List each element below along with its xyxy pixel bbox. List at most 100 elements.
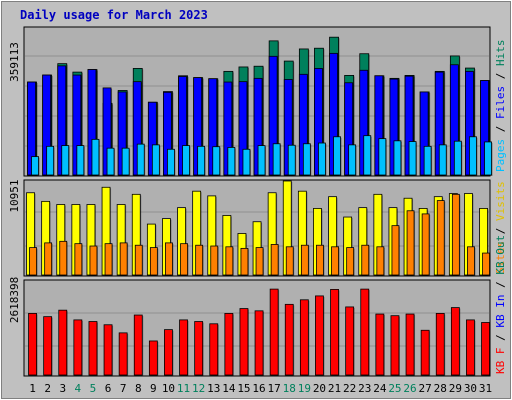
- x-tick-label-day-14: 14: [222, 382, 236, 395]
- bar-sites-day-14: [225, 246, 234, 276]
- x-tick-label-day-25: 25: [388, 382, 401, 395]
- bar-pages-day-15: [242, 148, 251, 176]
- bar-sites-day-30: [467, 246, 475, 276]
- bar-pages-day-24: [378, 138, 387, 176]
- x-tick-label-day-4: 4: [75, 382, 82, 395]
- bar-pages-day-27: [423, 145, 432, 176]
- x-tick-label-day-18: 18: [283, 382, 296, 395]
- bar-sites-day-8: [134, 244, 143, 276]
- bar-sites-day-2: [44, 242, 53, 276]
- legend-pages: Pages: [494, 139, 507, 172]
- bar-sites-day-25: [391, 225, 400, 276]
- bar-kbf-day-7: [118, 332, 128, 376]
- bar-pages-day-3: [61, 145, 70, 176]
- bar-pages-day-11: [182, 145, 190, 176]
- bar-kbf-day-5: [88, 321, 98, 376]
- bar-kbf-day-26: [405, 313, 415, 376]
- bar-pages-day-4: [76, 145, 85, 176]
- bar-kbf-day-31: [481, 322, 490, 376]
- bar-pages-day-26: [408, 141, 417, 176]
- bar-pages-day-17: [272, 143, 281, 176]
- legend-kbout: KB Out: [494, 235, 507, 275]
- bar-sites-day-12: [195, 244, 204, 276]
- bar-kbf-day-8: [133, 314, 143, 376]
- bar-sites-day-19: [300, 244, 309, 276]
- x-tick-label-day-31: 31: [479, 382, 492, 395]
- bar-sites-day-22: [346, 247, 355, 276]
- bar-sites-day-29: [451, 193, 460, 276]
- x-tick-label-day-3: 3: [59, 382, 66, 395]
- bar-pages-day-9: [151, 144, 160, 176]
- panel-kbytes-legend: KB F / KB In / KB Out: [494, 235, 507, 374]
- bar-pages-day-31: [484, 141, 492, 176]
- bar-sites-day-4: [74, 243, 83, 276]
- panel-kbytes-ytick: 2618398: [8, 277, 21, 323]
- bar-kbf-day-29: [450, 307, 460, 376]
- legend-sep-2: /: [494, 66, 507, 86]
- legend-files: Files: [494, 86, 507, 119]
- legend-kbin: KB In: [494, 295, 507, 328]
- bar-kbf-day-21: [330, 289, 339, 376]
- legend-kbf: KB F: [494, 348, 507, 375]
- bar-pages-day-7: [121, 147, 130, 176]
- bar-pages-day-14: [227, 147, 236, 176]
- x-tick-label-day-27: 27: [419, 382, 432, 395]
- bar-kbf-day-28: [435, 313, 445, 376]
- bar-pages-day-30: [469, 136, 477, 176]
- bar-sites-day-15: [240, 247, 249, 276]
- bar-sites-day-7: [119, 242, 128, 276]
- x-axis-day-labels: 1 2 3 4 5 6 7 8 9 10 11 12 13 14 15 16 17 18 19 20 21 22 23 24 2…: [29, 382, 492, 395]
- bar-kbf-day-6: [103, 324, 113, 376]
- legend-visits: Visits: [494, 181, 507, 221]
- bar-pages-day-5: [91, 138, 100, 176]
- x-tick-label-day-5: 5: [90, 382, 97, 395]
- bar-pages-day-12: [197, 145, 206, 176]
- x-tick-label-day-1: 1: [29, 382, 36, 395]
- bar-pages-day-29: [453, 140, 462, 176]
- bar-sites-day-3: [59, 240, 68, 276]
- x-tick-label-day-21: 21: [328, 382, 341, 395]
- bar-sites-day-16: [255, 247, 264, 276]
- bar-pages-day-6: [106, 147, 115, 176]
- legend-sep-3: /: [494, 221, 507, 241]
- bar-sites-day-10: [165, 242, 173, 276]
- x-tick-label-day-6: 6: [105, 382, 112, 395]
- bar-sites-day-24: [376, 246, 385, 276]
- bar-kbf-day-23: [360, 288, 370, 376]
- bar-kbf-day-20: [315, 295, 324, 376]
- x-tick-label-day-20: 20: [313, 382, 326, 395]
- x-tick-label-day-29: 29: [449, 382, 462, 395]
- legend-hits: Hits: [494, 40, 507, 67]
- x-tick-label-day-19: 19: [298, 382, 311, 395]
- bar-kbf-day-10: [164, 329, 173, 376]
- bar-kbf-day-27: [420, 329, 430, 376]
- x-tick-label-day-26: 26: [403, 382, 416, 395]
- bar-sites-day-28: [436, 200, 445, 276]
- x-tick-label-day-10: 10: [162, 382, 175, 395]
- bar-sites-day-26: [406, 210, 415, 276]
- bar-pages-day-10: [167, 148, 175, 176]
- legend-sites: Sites: [494, 241, 507, 274]
- bar-pages-day-16: [257, 145, 266, 176]
- bar-sites-day-5: [89, 245, 98, 276]
- x-tick-label-day-9: 9: [150, 382, 157, 395]
- bar-kbf-day-11: [179, 319, 188, 376]
- x-tick-label-day-30: 30: [464, 382, 477, 395]
- x-tick-label-day-11: 11: [177, 382, 190, 395]
- bar-kbf-day-3: [58, 309, 68, 376]
- bar-sites-day-11: [180, 243, 188, 276]
- bar-pages-day-25: [393, 140, 402, 176]
- bar-pages-day-28: [438, 144, 447, 176]
- bar-kbf-day-15: [239, 308, 249, 376]
- x-tick-label-day-7: 7: [120, 382, 127, 395]
- x-tick-label-day-13: 13: [207, 382, 220, 395]
- bar-sites-day-31: [482, 252, 490, 276]
- bar-kbf-day-17: [269, 288, 279, 376]
- bar-pages-day-23: [363, 135, 372, 176]
- bar-kbf-day-9: [148, 340, 158, 376]
- bar-sites-day-23: [361, 244, 370, 276]
- bar-pages-day-1: [31, 156, 39, 176]
- legend-sep-1: /: [494, 119, 507, 139]
